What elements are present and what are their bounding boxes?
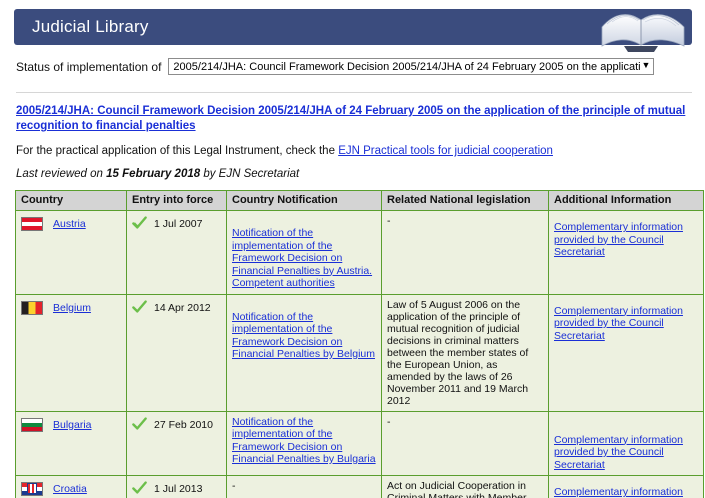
table-header-row: Country Entry into force Country Notific… <box>15 190 704 211</box>
country-link[interactable]: Austria <box>53 218 86 230</box>
flag-belgium-icon <box>21 300 43 315</box>
flag-austria-icon <box>21 217 43 231</box>
header-divider <box>16 92 692 93</box>
cell-additional-information: Complementary information provided by th… <box>548 475 704 498</box>
entry-into-force-date: 1 Jul 2013 <box>154 483 203 495</box>
country-notification-link[interactable]: Notification of the implementation of th… <box>232 415 376 466</box>
table-row: Belgium 14 Apr 2012 Notification of the … <box>15 293 704 412</box>
country-notification-text: - <box>232 480 236 492</box>
page-header-banner: Judicial Library <box>14 9 692 52</box>
green-check-icon <box>132 481 147 496</box>
green-check-icon <box>132 216 147 231</box>
last-reviewed-suffix: by EJN Secretariat <box>203 168 300 180</box>
cell-entry-into-force: 14 Apr 2012 <box>126 293 227 412</box>
additional-information-link[interactable]: Complementary information provided by th… <box>554 433 683 471</box>
column-header-country: Country <box>15 190 127 211</box>
table-row: Croatia 1 Jul 2013 - Act on Judicial Coo <box>15 475 704 498</box>
column-header-related-national-legislation: Related National legislation <box>381 190 549 211</box>
cell-additional-information: Complementary information provided by th… <box>548 410 704 476</box>
cell-country: Bulgaria <box>15 410 127 476</box>
related-legislation-text: - <box>387 215 391 227</box>
implementation-status-table: Country Entry into force Country Notific… <box>15 190 704 498</box>
last-reviewed-prefix: Last reviewed on <box>16 168 103 180</box>
cell-country-notification: - <box>226 475 382 498</box>
cell-country: Austria <box>15 210 127 295</box>
cell-additional-information: Complementary information provided by th… <box>548 210 704 295</box>
related-legislation-text: Law of 5 August 2006 on the application … <box>387 298 529 407</box>
column-header-entry-into-force: Entry into force <box>126 190 227 211</box>
green-check-icon <box>132 416 147 432</box>
cell-country: Belgium <box>15 293 127 412</box>
cell-related-national-legislation: - <box>381 410 549 476</box>
entry-into-force-date: 1 Jul 2007 <box>154 218 203 230</box>
status-selector-row: Status of implementation of 2005/214/JHA… <box>16 58 655 75</box>
cell-country-notification: Notification of the implementation of th… <box>226 293 382 412</box>
country-link[interactable]: Croatia <box>53 483 87 495</box>
practical-application-text: For the practical application of this Le… <box>16 145 335 157</box>
cell-related-national-legislation: Law of 5 August 2006 on the application … <box>381 293 549 412</box>
flag-bulgaria-icon <box>21 417 43 432</box>
legal-instrument-select[interactable]: 2005/214/JHA: Council Framework Decision… <box>168 58 655 75</box>
green-check-icon <box>132 299 147 315</box>
additional-information-link[interactable]: Complementary information provided by th… <box>554 221 683 258</box>
related-legislation-text: - <box>387 415 391 428</box>
last-reviewed-date: 15 February 2018 <box>106 168 201 180</box>
column-header-country-notification: Country Notification <box>226 190 382 211</box>
table-row: Austria 1 Jul 2007 Notification of the i… <box>15 210 704 295</box>
intro-block: 2005/214/JHA: Council Framework Decision… <box>16 104 692 180</box>
ejn-practical-tools-link[interactable]: EJN Practical tools for judicial coopera… <box>338 145 553 157</box>
cell-related-national-legislation: Act on Judicial Cooperation in Criminal … <box>381 475 549 498</box>
flag-croatia-icon <box>21 482 43 496</box>
cell-entry-into-force: 1 Jul 2013 <box>126 475 227 498</box>
practical-application-line: For the practical application of this Le… <box>16 145 692 157</box>
chevron-down-icon: ▼ <box>641 60 651 70</box>
cell-entry-into-force: 27 Feb 2010 <box>126 410 227 476</box>
column-header-additional-information: Additional Information <box>548 190 704 211</box>
cell-additional-information: Complementary information provided by th… <box>548 293 704 412</box>
page-title: Judicial Library <box>32 17 149 36</box>
entry-into-force-date: 14 Apr 2012 <box>154 301 211 314</box>
cell-entry-into-force: 1 Jul 2007 <box>126 210 227 295</box>
country-link[interactable]: Belgium <box>53 301 91 314</box>
country-notification-link[interactable]: Notification of the implementation of th… <box>232 227 373 289</box>
entry-into-force-date: 27 Feb 2010 <box>154 418 213 431</box>
legal-instrument-select-value: 2005/214/JHA: Council Framework Decision… <box>173 60 641 73</box>
last-reviewed-line: Last reviewed on 15 February 2018 by EJN… <box>16 168 692 180</box>
table-row: Bulgaria 27 Feb 2010 Notification of the… <box>15 410 704 476</box>
country-notification-link[interactable]: Notification of the implementation of th… <box>232 310 375 361</box>
cell-related-national-legislation: - <box>381 210 549 295</box>
cell-country: Croatia <box>15 475 127 498</box>
additional-information-link[interactable]: Complementary information provided by th… <box>554 486 683 498</box>
related-legislation-text: Act on Judicial Cooperation in Criminal … <box>387 480 527 498</box>
legal-instrument-title-link[interactable]: 2005/214/JHA: Council Framework Decision… <box>16 105 686 132</box>
cell-country-notification: Notification of the implementation of th… <box>226 210 382 295</box>
open-book-icon <box>594 1 690 53</box>
additional-information-link[interactable]: Complementary information provided by th… <box>554 304 683 342</box>
status-label: Status of implementation of <box>16 59 162 74</box>
cell-country-notification: Notification of the implementation of th… <box>226 410 382 476</box>
country-link[interactable]: Bulgaria <box>53 418 92 431</box>
